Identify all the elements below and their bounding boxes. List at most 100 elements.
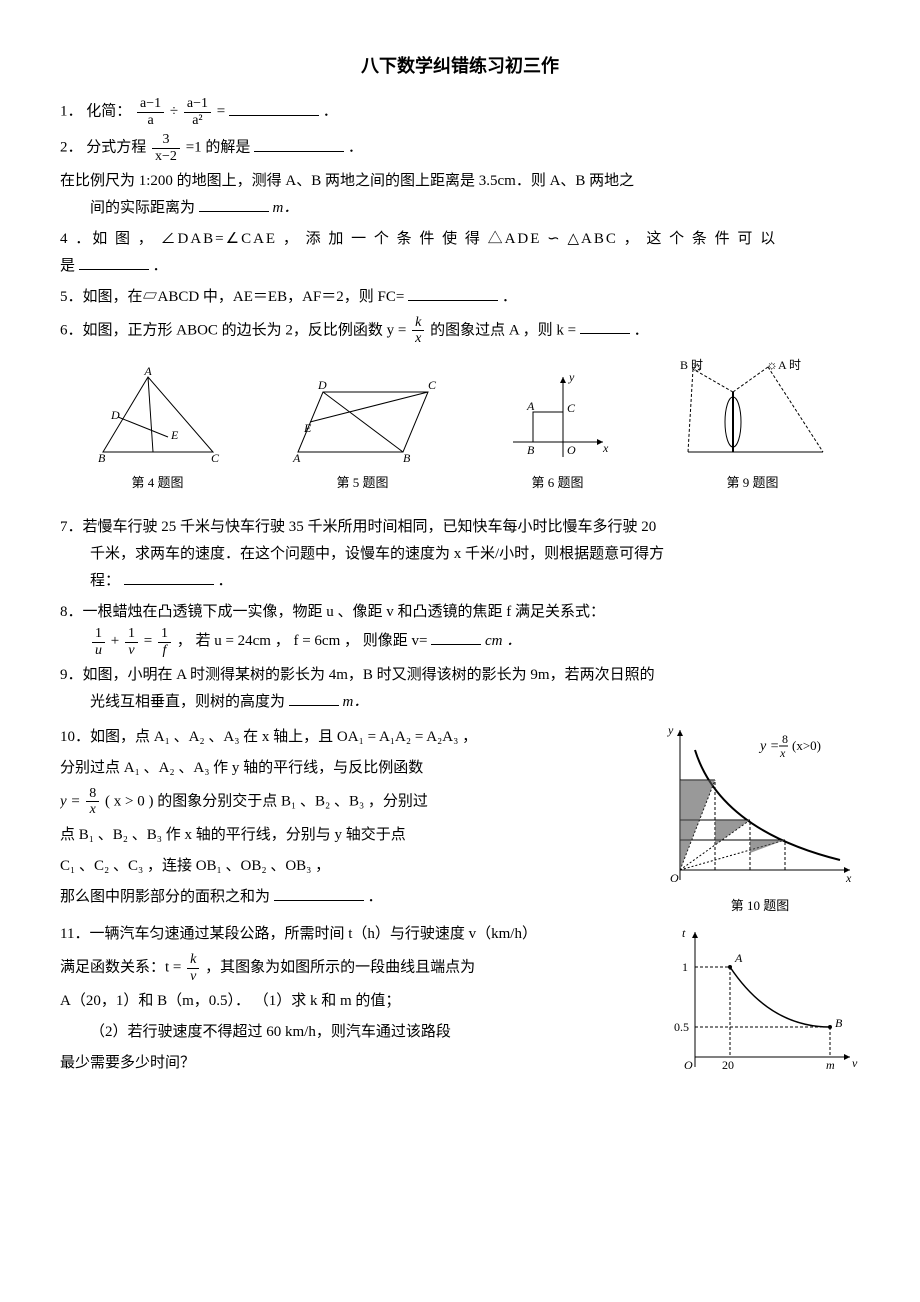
question-11-block: t v O 1 0.5 20 m A B 11．一辆汽车匀速通过某段公路，所需时… <box>60 917 860 1081</box>
fig5-svg: D C A E B <box>288 377 438 467</box>
q2-blank[interactable] <box>254 136 344 152</box>
figure-row: A D E B C 第 4 题图 D C A E B 第 5 题图 <box>60 357 860 494</box>
svg-text:☼: ☼ <box>766 357 778 372</box>
svg-text:A: A <box>526 399 535 413</box>
q6-blank[interactable] <box>580 318 630 334</box>
fig9-caption: 第 9 题图 <box>726 471 778 494</box>
q6-tail: ． <box>634 322 649 338</box>
svg-text:0.5: 0.5 <box>674 1020 689 1034</box>
question-2: 2． 分式方程 3x−2 =1 的解是 ． <box>60 132 860 164</box>
q5-text: 5．如图，在▱ABCD 中，AE＝EB，AF＝2，则 FC= <box>60 289 404 305</box>
svg-text:B: B <box>835 1016 843 1030</box>
q2-tail: ． <box>348 140 363 156</box>
figure-10: O x y y = 8 x (x>0) 第 10 题图 <box>660 720 860 917</box>
q8-eq: 1u + 1v = 1f ， 若 u = 24cm ， f = 6cm ， 则像… <box>60 633 521 649</box>
svg-text:m: m <box>826 1058 835 1072</box>
q10-blank[interactable] <box>274 885 364 901</box>
fig4-svg: A D E B C <box>93 367 223 467</box>
q4-l2: 是 <box>60 258 75 274</box>
q7-tail: ． <box>218 573 233 589</box>
q6-frac: kx <box>412 315 424 347</box>
q9-blank[interactable] <box>289 690 339 706</box>
q1-frac1: a−1a <box>137 96 164 128</box>
svg-text:x: x <box>779 746 786 760</box>
svg-text:C: C <box>428 378 437 392</box>
question-1: 1． 化简： a−1a ÷ a−1a² = ． <box>60 96 860 128</box>
q2-pre: 分式方程 <box>86 140 146 156</box>
svg-text:A: A <box>143 367 152 378</box>
q3-unit: m． <box>273 200 299 216</box>
fig11-svg: t v O 1 0.5 20 m A B <box>670 917 860 1077</box>
question-4: 4 ．如 图 ， ∠DAB=∠CAE ， 添 加 一 个 条 件 使 得 △AD… <box>60 226 860 280</box>
svg-text:t: t <box>682 926 686 940</box>
page-title: 八下数学纠错练习初三作 <box>60 50 860 82</box>
svg-text:O: O <box>567 443 576 457</box>
q4-l1: 4 ．如 图 ， ∠DAB=∠CAE ， 添 加 一 个 条 件 使 得 △AD… <box>60 231 777 247</box>
svg-text:B: B <box>98 451 106 465</box>
svg-text:D: D <box>110 408 120 422</box>
svg-text:A 时: A 时 <box>778 358 801 372</box>
svg-text:D: D <box>317 378 327 392</box>
svg-text:E: E <box>170 428 179 442</box>
q5-tail: ． <box>502 289 517 305</box>
q3-l1: 在比例尺为 1:200 的地图上，测得 A、B 两地之间的图上距离是 3.5cm… <box>60 173 634 189</box>
q8-blank[interactable] <box>431 629 481 645</box>
q3-l2: 间的实际距离为 <box>60 200 195 216</box>
q1-frac2: a−1a² <box>184 96 211 128</box>
q3-blank[interactable] <box>199 196 269 212</box>
q1-eq: = <box>217 104 225 120</box>
q4-blank[interactable] <box>79 254 149 270</box>
svg-text:x: x <box>845 871 852 885</box>
q7-blank[interactable] <box>124 569 214 585</box>
figure-4: A D E B C 第 4 题图 <box>93 367 223 494</box>
svg-text:8: 8 <box>782 732 788 746</box>
q9-unit: m． <box>343 694 369 710</box>
fig10-svg: O x y y = 8 x (x>0) <box>660 720 860 890</box>
svg-text:E: E <box>303 421 312 435</box>
svg-text:x: x <box>602 441 609 455</box>
svg-text:v: v <box>852 1056 858 1070</box>
question-5: 5．如图，在▱ABCD 中，AE＝EB，AF＝2，则 FC= ． <box>60 284 860 311</box>
svg-text:C: C <box>211 451 220 465</box>
q1-tail: ． <box>323 104 338 120</box>
svg-text:O: O <box>684 1058 693 1072</box>
question-6: 6．如图，正方形 ABOC 的边长为 2，反比例函数 y = kx 的图象过点 … <box>60 315 860 347</box>
svg-text:B: B <box>403 451 411 465</box>
fig6-caption: 第 6 题图 <box>531 471 583 494</box>
question-7: 7．若慢车行驶 25 千米与快车行驶 35 千米所用时间相同，已知快车每小时比慢… <box>60 514 860 595</box>
q8-l1: 8．一根蜡烛在凸透镜下成一实像，物距 u 、像距 v 和凸透镜的焦距 f 满足关… <box>60 604 605 620</box>
svg-text:B: B <box>527 443 535 457</box>
svg-text:y: y <box>568 370 575 384</box>
fig4-caption: 第 4 题图 <box>131 471 183 494</box>
q1-pre: 化简： <box>86 104 131 120</box>
fig10-caption: 第 10 题图 <box>731 894 790 917</box>
q5-blank[interactable] <box>408 285 498 301</box>
q1-blank[interactable] <box>229 100 319 116</box>
figure-5: D C A E B 第 5 题图 <box>288 377 438 494</box>
svg-text:1: 1 <box>682 960 688 974</box>
q1-div: ÷ <box>170 104 178 120</box>
svg-text:C: C <box>567 401 576 415</box>
fig9-svg: B 时 ☼ ☼ A 时 <box>678 357 828 467</box>
q6-mid: 的图象过点 A ，则 k = <box>430 322 576 338</box>
svg-text:O: O <box>670 871 679 885</box>
figure-11: t v O 1 0.5 20 m A B <box>670 917 860 1077</box>
q9-l1: 9．如图，小明在 A 时测得某树的影长为 4m，B 时又测得该树的影长为 9m，… <box>60 667 655 683</box>
q7-l2: 千米，求两车的速度．在这个问题中，设慢车的速度为 x 千米/小时，则根据题意可得… <box>60 546 664 562</box>
fig6-svg: A C B O x y <box>503 367 613 467</box>
q7-l1: 7．若慢车行驶 25 千米与快车行驶 35 千米所用时间相同，已知快车每小时比慢… <box>60 519 656 535</box>
svg-text:(x>0): (x>0) <box>792 738 821 753</box>
svg-text:y =: y = <box>758 739 779 754</box>
q7-l3: 程： <box>60 573 120 589</box>
question-9: 9．如图，小明在 A 时测得某树的影长为 4m，B 时又测得该树的影长为 9m，… <box>60 662 860 716</box>
q4-tail: ． <box>153 258 168 274</box>
svg-text:A: A <box>292 451 301 465</box>
svg-text:A: A <box>734 951 743 965</box>
q2-post: =1 的解是 <box>186 140 251 156</box>
q6-pre: 6．如图，正方形 ABOC 的边长为 2，反比例函数 y = <box>60 322 406 338</box>
svg-text:y: y <box>667 723 674 737</box>
question-10-block: O x y y = 8 x (x>0) 第 10 题图 10．如图，点 A₁ 、… <box>60 720 860 917</box>
q1-num: 1． <box>60 104 83 120</box>
q9-l2: 光线互相垂直，则树的高度为 <box>60 694 285 710</box>
q2-frac: 3x−2 <box>152 132 180 164</box>
